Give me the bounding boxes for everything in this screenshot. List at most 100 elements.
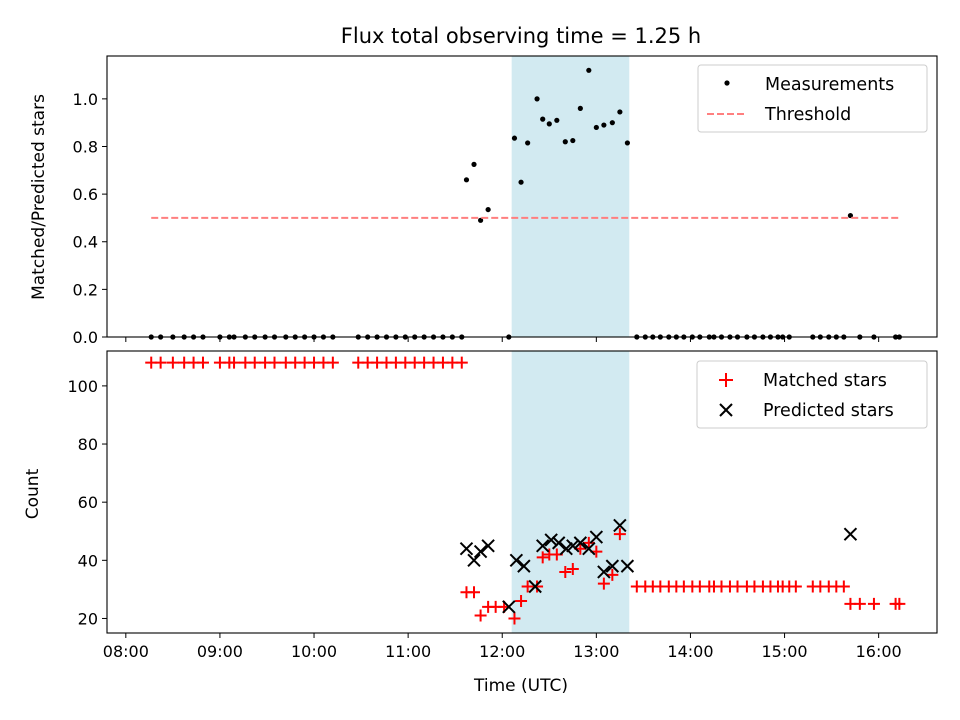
predicted-stars-point (589, 530, 604, 544)
predicted-stars-point (544, 533, 558, 547)
x-tick-label: 15:00 (761, 642, 807, 661)
measurements-point (593, 124, 599, 131)
measurements-point (570, 137, 576, 144)
matched-stars-point (597, 577, 610, 590)
x-tick-label: 10:00 (291, 642, 337, 661)
chart-title: Flux total observing time = 1.25 h (341, 24, 701, 48)
matched-stars-point (166, 356, 179, 369)
predicted-stars-point (528, 579, 542, 594)
measurements-point (540, 116, 546, 122)
matched-stars-point (268, 356, 281, 369)
matched-stars-point (536, 551, 549, 564)
matched-stars-point (566, 563, 579, 576)
panel-count-legend: Matched stars Predicted stars (696, 360, 928, 429)
matched-stars-point (789, 580, 802, 593)
legend-predicted-label: Predicted stars (763, 401, 894, 421)
panel-ratio-shade (511, 56, 630, 337)
matched-stars-point (468, 586, 481, 599)
measurements-point (511, 135, 518, 141)
predicted-stars-point (559, 541, 573, 556)
measurements-point (477, 217, 484, 223)
matched-stars-point (154, 356, 167, 369)
y-tick-label: 20 (78, 609, 98, 628)
legend-count-box (696, 360, 928, 429)
matched-stars-point (606, 568, 619, 581)
y-tick-label: 60 (78, 493, 98, 512)
y-tick-label: 1.0 (73, 90, 98, 109)
y-tick-label: 80 (78, 435, 98, 454)
matched-stars-point (248, 356, 261, 369)
predicted-stars-point (509, 553, 524, 568)
panel-count-x-ticks: 08:00 09:00 10:00 11:00 12:00 13:00 14:00 15:00… (103, 633, 902, 661)
matched-stars-point (837, 580, 850, 593)
matched-stars-point (508, 612, 521, 625)
matched-stars-point (582, 536, 595, 549)
matched-stars-point (893, 597, 906, 610)
measurements-point (471, 161, 477, 167)
y-tick-label: 0.4 (73, 233, 98, 252)
x-tick-label: 13:00 (573, 642, 619, 661)
matched-stars-point (515, 595, 528, 608)
panel-ratio-y-axis: 0.0 0.2 0.4 0.6 0.8 1.0 (73, 90, 107, 347)
y-tick-label: 0.6 (73, 185, 98, 204)
x-tick-label: 09:00 (197, 642, 243, 661)
matched-stars-point (228, 356, 241, 369)
measurements-point (624, 140, 630, 146)
predicted-stars-point (551, 536, 566, 550)
matched-stars-point (853, 597, 866, 610)
predicted-stars-point (467, 553, 481, 568)
predicted-stars-point (597, 565, 611, 579)
predicted-stars-point (843, 527, 858, 541)
predicted-stars-point (582, 541, 596, 556)
panel-count: 20 40 60 80 100 08:00 09:00 10:00 11:00 12:00 13:… (23, 350, 938, 696)
legend-measurements-label: Measurements (765, 75, 894, 95)
matched-stars-point (531, 580, 544, 593)
measurements-point (609, 120, 615, 126)
predicted-stars-point (481, 539, 495, 553)
measurements-point (554, 117, 560, 123)
panel-ratio-legend: Measurements Threshold (697, 64, 928, 133)
matched-stars-point (559, 565, 572, 578)
predicted-stars-point (459, 541, 474, 556)
matched-stars-point (196, 356, 209, 369)
legend-matched-label: Matched stars (763, 371, 887, 391)
y-tick-label: 0.2 (73, 280, 98, 299)
matched-stars-point (326, 356, 339, 369)
predicted-stars-point (473, 544, 488, 559)
y-tick-label: 100 (67, 377, 98, 396)
predicted-stars-point (605, 559, 620, 573)
y-tick-label: 0.8 (73, 137, 98, 156)
measurements-point (847, 212, 854, 219)
legend-ratio-box (697, 64, 928, 133)
matched-stars-point (613, 528, 626, 541)
predicted-stars-point (620, 559, 635, 573)
measurements-point (586, 67, 592, 73)
measurements-point (577, 105, 583, 111)
panel-count-marks (145, 356, 906, 625)
measurements-point (534, 96, 540, 102)
panel-ratio-frame (106, 55, 938, 338)
measurements-point (617, 109, 623, 115)
y-tick-label: 40 (78, 551, 98, 570)
panel-count-y-axis: 20 40 60 80 100 (67, 377, 107, 628)
panel-count-frame (106, 350, 938, 634)
predicted-stars-point (613, 518, 627, 533)
matched-stars-point (455, 356, 468, 369)
y-tick-label: 0.0 (73, 328, 98, 347)
measurements-point (525, 140, 531, 146)
panel-count-shade (511, 351, 630, 633)
predicted-stars-point (535, 539, 550, 553)
predicted-stars-point (502, 600, 516, 614)
legend-threshold-label: Threshold (764, 105, 851, 125)
predicted-stars-point (573, 536, 588, 550)
x-tick-label: 08:00 (103, 642, 149, 661)
measurements-point (562, 139, 568, 145)
measurements-point (601, 122, 607, 128)
x-axis-label: Time (UTC) (473, 676, 568, 696)
panel-ratio: 0.0 0.2 0.4 0.6 0.8 1.0 Matched/Predicted sta… (29, 55, 938, 347)
legend-matched-marker (719, 373, 733, 387)
predicted-stars-point (517, 559, 531, 573)
matched-stars-point (474, 609, 487, 622)
legend-predicted-marker (719, 403, 733, 417)
